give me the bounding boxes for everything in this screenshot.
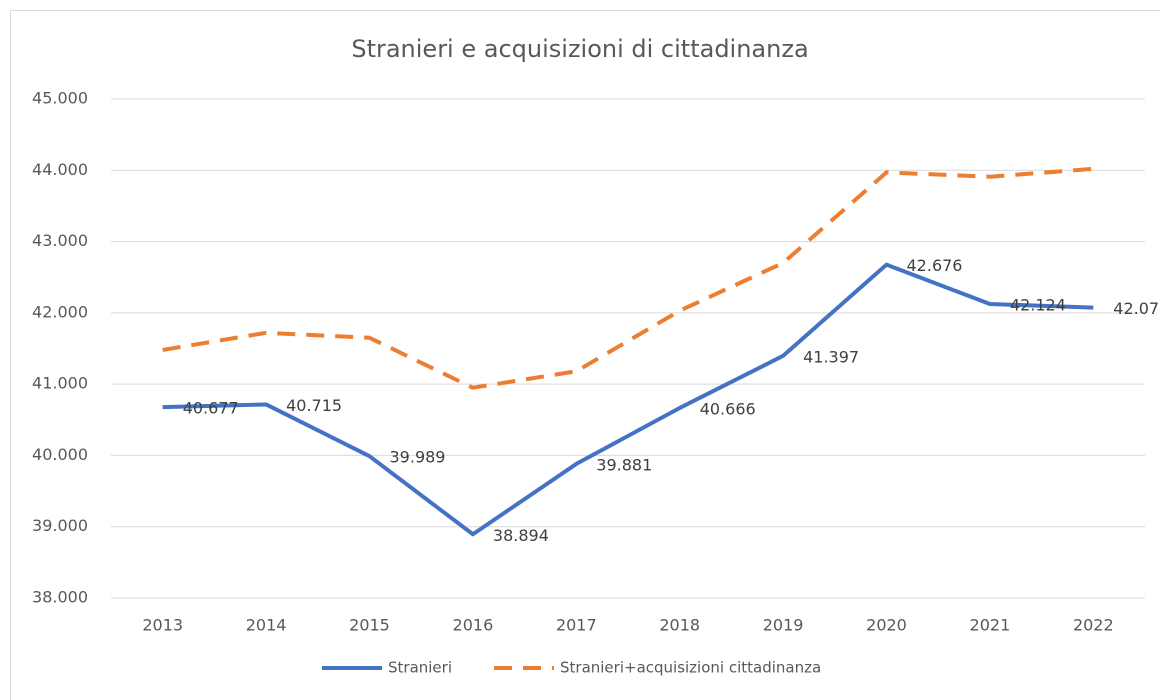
legend-label: Stranieri+acquisizioni cittadinanza <box>560 659 821 677</box>
y-tick-label: 42.000 <box>32 302 88 321</box>
data-label: 38.894 <box>493 526 549 545</box>
data-label: 42.124 <box>1010 296 1066 315</box>
y-tick-label: 38.000 <box>32 588 88 607</box>
data-label: 39.881 <box>596 455 652 474</box>
data-label: 41.397 <box>803 347 859 366</box>
series-line <box>162 262 1094 537</box>
x-tick-label: 2014 <box>246 616 287 635</box>
chart-border <box>10 10 1160 700</box>
legend-label: Stranieri <box>388 659 452 677</box>
y-tick-label: 40.000 <box>32 445 88 464</box>
data-label: 40.666 <box>700 399 756 418</box>
chart-title: Stranieri e acquisizioni di cittadinanza <box>351 35 808 63</box>
data-label: 40.677 <box>183 399 239 418</box>
data-label: 42.676 <box>907 256 963 275</box>
y-tick-label: 39.000 <box>32 516 88 535</box>
x-tick-label: 2018 <box>659 616 700 635</box>
x-tick-label: 2013 <box>142 616 183 635</box>
y-tick-label: 44.000 <box>32 160 88 179</box>
x-tick-label: 2015 <box>349 616 390 635</box>
data-label: 40.715 <box>286 396 342 415</box>
x-tick-label: 2022 <box>1073 616 1114 635</box>
x-tick-label: 2021 <box>970 616 1011 635</box>
x-tick-label: 2016 <box>453 616 494 635</box>
x-tick-label: 2020 <box>866 616 907 635</box>
data-label: 42.073 <box>1113 299 1160 318</box>
y-tick-label: 41.000 <box>32 374 88 393</box>
y-tick-label: 45.000 <box>32 89 88 108</box>
series-line <box>162 166 1094 390</box>
x-tick-label: 2017 <box>556 616 597 635</box>
x-tick-label: 2019 <box>763 616 804 635</box>
data-label: 39.989 <box>390 448 446 467</box>
y-tick-label: 43.000 <box>32 231 88 250</box>
